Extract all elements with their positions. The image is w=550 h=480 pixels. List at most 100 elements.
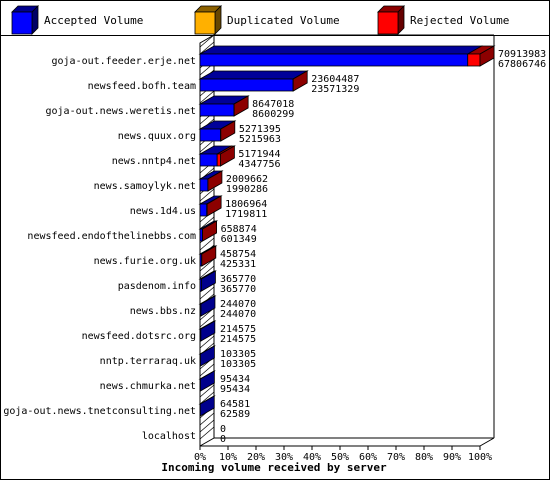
category-label-newsfeed-bofh-team: newsfeed.bofh.team [88,81,196,92]
category-label-news-bbs-nz: news.bbs.nz [130,306,196,317]
category-label-newsfeed-dotsrc-org: newsfeed.dotsrc.org [82,331,196,342]
bar-accepted-nntp-terraraq-uk-side [200,345,215,367]
x-tick-label: 0% [194,452,206,463]
total-volume-label: 5171944 [238,149,280,160]
total-volume-label: 103305 [220,349,256,360]
accepted-volume-label: 425331 [220,259,256,270]
side-wall-hatch [199,412,215,426]
bar-accepted-newsfeed-bofh-team [199,78,294,92]
category-label-news-1d4-us: news.1d4.us [130,206,196,217]
bar-rejected-news-furie-org-uk-side [201,245,217,267]
accepted-volume-label: 601349 [221,234,257,245]
accepted-volume-label: 0 [220,434,226,445]
legend-label: Rejected Volume [410,14,509,27]
total-volume-label: 0 [220,424,226,435]
category-label-localhost: localhost [142,431,196,442]
x-axis-corner [479,437,495,447]
total-volume-label: 244070 [220,299,256,310]
bar-rejected-goja-out-feeder-erje-net-side [479,45,495,67]
bar-rejected-goja-out-feeder-erje-net [467,53,481,67]
category-label-goja-out-news-weretis-net: goja-out.news.weretis.net [45,106,196,117]
x-tick-label: 60% [359,452,377,463]
category-label-news-samoylyk-net: news.samoylyk.net [94,181,196,192]
total-volume-label: 95434 [220,374,250,385]
total-volume-label: 365770 [220,274,256,285]
accepted-volume-label: 8600299 [252,109,294,120]
legend-swatch [194,11,216,35]
bar-accepted-news-1d4-us [199,203,208,217]
bar-accepted-news-nntp4-net [199,153,218,167]
bar-accepted-news-chmurka-net-side [199,370,215,392]
category-label-nntp-terraraq-uk: nntp.terraraq.uk [100,356,196,367]
side-wall-hatch [199,419,215,433]
total-volume-label: 658874 [221,224,257,235]
x-axis-label: Incoming volume received by server [161,461,387,474]
side-wall-hatch [199,41,215,55]
legend-label: Accepted Volume [44,14,143,27]
accepted-volume-label: 62589 [220,409,250,420]
category-label-pasdenom-info: pasdenom.info [118,281,196,292]
total-volume-label: 70913983 [498,49,546,60]
legend-label: Duplicated Volume [227,14,340,27]
x-tick-label: 30% [275,452,293,463]
bar-rejected-newsfeed-bofh-team-side [292,70,308,92]
total-volume-label: 8647018 [252,99,294,110]
x-tick-label: 10% [219,452,237,463]
bar-accepted-news-bbs-nz-side [200,295,216,317]
side-wall-hatch [199,426,215,440]
bar-accepted-pasdenom-info-side [201,270,216,292]
total-volume-label: 1806964 [225,199,267,210]
side-wall-hatch [199,90,215,104]
bar-rejected-news-nntp4-net [216,153,221,167]
side-wall-hatch [199,363,215,377]
bar-accepted-news-quux-org [199,128,221,142]
accepted-volume-label: 103305 [220,359,256,370]
accepted-volume-label: 23571329 [311,84,359,95]
category-label-newsfeed-endofthelinebbs-com: newsfeed.endofthelinebbs.com [27,231,196,242]
bar-accepted-newsfeed-dotsrc-org-side [200,320,216,342]
accepted-volume-label: 4347756 [238,159,280,170]
accepted-volume-label: 365770 [220,284,256,295]
side-wall-hatch [199,258,215,272]
accepted-volume-label: 95434 [220,384,250,395]
accepted-volume-label: 1719811 [225,209,267,220]
legend-swatch [11,11,33,35]
side-wall-hatch [199,34,215,48]
x-tick-label: 80% [415,452,433,463]
category-label-news-chmurka-net: news.chmurka.net [100,381,196,392]
total-volume-label: 5271395 [239,124,281,135]
side-wall-hatch [199,237,215,251]
bar-accepted-goja-out-news-tnetconsulting-net-side [199,395,215,417]
category-label-news-quux-org: news.quux.org [118,131,196,142]
bar-rejected-news-samoylyk-net-side [207,170,223,192]
x-tick-label: 100% [468,452,492,463]
side-wall-hatch [199,335,215,349]
bar-rejected-news-1d4-us-side [206,195,222,217]
legend-swatch [377,11,399,35]
bar-rejected-news-quux-org-side [220,120,236,142]
side-wall-hatch [199,391,215,405]
bar-accepted-goja-out-feeder-erje-net [199,53,469,67]
side-wall-hatch [199,265,215,279]
bar-rejected-goja-out-news-weretis-net-side [233,95,249,117]
total-volume-label: 214575 [220,324,256,335]
total-volume-label: 458754 [220,249,256,260]
bar-accepted-goja-out-feeder-erje-net-top [198,45,484,55]
category-label-news-nntp4-net: news.nntp4.net [112,156,196,167]
bar-rejected-newsfeed-endofthelinebbs-com-side [202,220,218,242]
total-volume-label: 23604487 [311,74,359,85]
accepted-volume-label: 244070 [220,309,256,320]
accepted-volume-label: 214575 [220,334,256,345]
total-volume-label: 64581 [220,399,250,410]
category-label-news-furie-org-uk: news.furie.org.uk [94,256,196,267]
accepted-volume-label: 5215963 [239,134,281,145]
side-wall-hatch [199,188,215,202]
bar-accepted-news-samoylyk-net [199,178,209,192]
category-label-goja-out-feeder-erje-net: goja-out.feeder.erje.net [52,56,197,67]
bar-accepted-goja-out-news-weretis-net [199,103,235,117]
x-tick-label: 40% [303,452,321,463]
accepted-volume-label: 1990286 [226,184,268,195]
bar-rejected-news-nntp4-net-side [220,145,235,167]
x-tick-label: 50% [331,452,349,463]
